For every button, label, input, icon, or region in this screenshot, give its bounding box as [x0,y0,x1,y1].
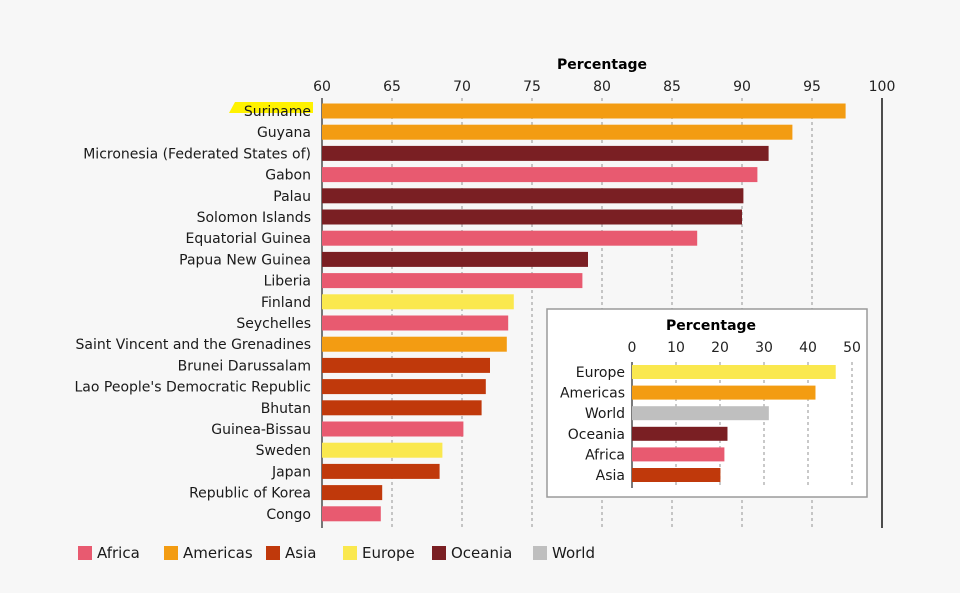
main-bar-japan [322,463,440,479]
main-category-label: Saint Vincent and the Grenadines [76,337,311,353]
main-category-label: Sweden [256,443,311,459]
inset-tick-label: 30 [755,340,773,356]
main-chart-title: Percentage [557,57,647,73]
main-bar-equatorial-guinea [322,230,698,246]
main-bar-finland [322,294,514,310]
main-bar-congo [322,506,381,522]
main-category-label: Micronesia (Federated States of) [83,146,311,162]
main-bar-guyana [322,124,793,140]
main-category-labels: Suriname Guyana Micronesia (Federated Stat… [75,102,313,523]
legend-swatch-world [533,546,547,560]
legend: Africa Americas Asia Europe Oceania World [78,544,595,562]
highlight-marker [229,102,313,113]
main-tick-label: 70 [453,79,471,95]
main-tick-label: 100 [869,79,896,95]
inset-category-label: World [585,406,625,422]
main-bar-sweden [322,442,443,458]
main-bar-solomon-islands [322,209,742,225]
main-bar-saint-vincent-and-the-grenadines [322,336,507,352]
main-tick-label: 80 [593,79,611,95]
main-category-label: Guinea-Bissau [211,422,311,438]
inset-bar-world [632,406,769,421]
main-tick-label: 90 [733,79,751,95]
inset-tick-label: 50 [843,340,861,356]
inset-tick-label: 10 [667,340,685,356]
main-category-label: Lao People's Democratic Republic [75,380,312,396]
main-bar-palau [322,188,744,204]
main-category-label: Republic of Korea [189,486,311,502]
main-tick-labels: 60 65 70 75 80 85 90 95 100 [313,79,895,95]
inset-category-label: Africa [585,447,625,463]
legend-swatch-europe [343,546,357,560]
inset-tick-label: 0 [628,340,637,356]
main-category-label: Equatorial Guinea [186,231,311,247]
inset-category-label: Americas [560,386,625,402]
inset-frame [546,308,868,498]
main-tick-label: 75 [523,79,541,95]
main-bar-guinea-bissau [322,421,464,437]
main-category-label: Liberia [264,274,311,290]
legend-label: World [552,544,595,562]
main-bar-bhutan [322,400,482,416]
main-category-label: Seychelles [236,316,311,332]
legend-label: Africa [97,544,140,562]
main-bars [322,103,846,522]
main-bar-republic-of-korea [322,485,383,501]
legend-label: Oceania [451,544,512,562]
main-bar-chart: Percentage 60 65 70 75 80 85 90 95 100 SurinameG… [75,57,895,528]
main-category-label: Guyana [257,125,311,141]
main-tick-label: 65 [383,79,401,95]
main-bar-suriname [322,103,846,119]
inset-category-label: Oceania [568,427,625,443]
legend-label: Europe [362,544,415,562]
main-category-label: Gabon [265,168,311,184]
main-category-label: Bhutan [261,401,311,417]
legend-swatch-africa [78,546,92,560]
main-bar-gabon [322,167,758,183]
main-bar-brunei-darussalam [322,357,490,373]
main-category-label: Suriname [244,104,311,120]
inset-category-label: Asia [596,468,625,484]
main-tick-label: 95 [803,79,821,95]
inset-bars [632,365,836,482]
inset-bar-americas [632,385,816,400]
inset-grid [631,362,853,488]
inset-bar-asia [632,468,721,482]
inset-tick-label: 20 [711,340,729,356]
inset-bar-oceania [632,426,728,441]
legend-swatch-asia [266,546,280,560]
inset-tick-label: 40 [799,340,817,356]
main-bar-liberia [322,273,583,289]
inset-category-label: Europe [576,365,625,381]
legend-swatch-americas [164,546,178,560]
main-tick-label: 60 [313,79,331,95]
inset-bar-africa [632,447,725,462]
inset-tick-labels: 0 10 20 30 40 50 [628,340,861,356]
main-bar-lao-people-s-democratic-republic [322,379,486,395]
main-tick-label: 85 [663,79,681,95]
legend-swatch-oceania [432,546,446,560]
main-bar-seychelles [322,315,509,331]
inset-chart: Percentage 0 10 20 30 40 50 Europe Americas Wor… [546,308,868,498]
legend-label: Americas [183,544,253,562]
main-bar-micronesia-federated-states-of [322,145,769,161]
main-category-label: Palau [273,189,311,205]
legend-label: Asia [285,544,316,562]
inset-chart-title: Percentage [666,318,756,334]
main-category-label: Solomon Islands [197,210,311,226]
inset-bar-europe [632,365,836,379]
main-bar-papua-new-guinea [322,251,588,267]
main-category-label: Japan [271,464,311,480]
main-category-label: Congo [266,507,311,523]
main-category-label: Finland [261,295,311,311]
main-category-label: Papua New Guinea [179,252,311,268]
inset-category-labels: Europe Americas World Oceania Africa Asia [560,365,625,484]
main-category-label: Brunei Darussalam [178,358,311,374]
